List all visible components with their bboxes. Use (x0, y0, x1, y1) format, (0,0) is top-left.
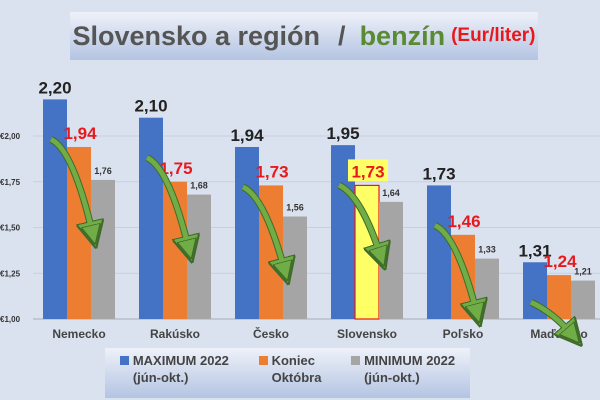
legend-label: MINIMUM 2022 (jún-okt.) (364, 353, 456, 385)
data-label-max: 1,31 (518, 241, 551, 260)
data-label-min: 1,21 (574, 267, 592, 277)
bar-2 (379, 201, 403, 319)
bar-2 (571, 280, 595, 319)
x-tick-label: Česko (253, 326, 289, 341)
x-tick-label: Maďarsko (530, 327, 587, 341)
bar-1 (67, 146, 91, 319)
data-label-koniec: 1,94 (63, 124, 97, 143)
bar-2 (91, 179, 115, 319)
x-tick-label: Poľsko (443, 327, 484, 341)
x-tick-label: Nemecko (52, 327, 105, 341)
y-tick-label: €1,00 (0, 315, 21, 324)
bar-0 (427, 185, 451, 319)
data-label-min: 1,56 (286, 203, 304, 213)
data-label-min: 1,68 (190, 181, 208, 191)
title-unit: (Eur/liter) (451, 25, 536, 46)
title-part2: benzín (359, 20, 446, 51)
data-label-max: 1,73 (422, 164, 455, 183)
trend-arrow (337, 182, 381, 257)
trend-arrow (49, 137, 93, 235)
legend-item: MINIMUM 2022 (jún-okt.) (351, 352, 455, 398)
legend-swatch (351, 356, 361, 365)
data-label-koniec: 1,46 (447, 212, 480, 231)
data-label-koniec: 1,73 (255, 162, 288, 181)
title-sep: / (338, 20, 346, 51)
chart-title: Slovensko a región / benzín (Eur/liter) (70, 12, 538, 60)
legend-label: Koniec Októbra (271, 353, 322, 385)
data-label-koniec: 1,24 (543, 252, 577, 271)
trend-arrow (529, 299, 573, 335)
trend-arrow (433, 223, 477, 313)
legend-item: Koniec Októbra (258, 352, 322, 398)
data-label-min: 1,33 (478, 245, 496, 255)
trend-arrow (145, 155, 189, 250)
data-label-max: 2,10 (134, 97, 167, 116)
y-tick-label: €1,75 (0, 178, 21, 187)
legend-label: MAXIMUM 2022 (jún-okt.) (132, 353, 229, 385)
y-tick-label: €1,50 (0, 224, 21, 233)
legend-item: MAXIMUM 2022 (jún-okt.) (119, 352, 229, 398)
bar-0 (235, 146, 259, 319)
y-tick-label: €2,00 (0, 132, 21, 141)
data-label-max: 1,94 (230, 126, 264, 145)
data-label-max: 2,20 (38, 78, 71, 97)
y-tick-label: €1,25 (0, 269, 21, 278)
legend: MAXIMUM 2022 (jún-okt.) Koniec Októbra MINIM… (105, 348, 470, 398)
data-label-min: 1,64 (382, 188, 400, 198)
data-label-koniec: 1,75 (159, 159, 192, 178)
bar-0 (43, 99, 67, 320)
x-tick-label: Rakúsko (150, 327, 200, 341)
legend-swatch (258, 356, 268, 365)
bar-2 (187, 194, 211, 319)
x-tick-label: Slovensko (337, 327, 397, 341)
bar-0 (139, 117, 163, 319)
data-label-koniec: 1,73 (351, 162, 384, 181)
legend-swatch (119, 356, 129, 365)
data-label-min: 1,76 (94, 166, 112, 176)
trend-arrow (241, 184, 285, 272)
data-label-max: 1,95 (326, 124, 359, 143)
highlight-label-bg (348, 159, 388, 182)
title-part1: Slovensko a región (72, 20, 321, 51)
